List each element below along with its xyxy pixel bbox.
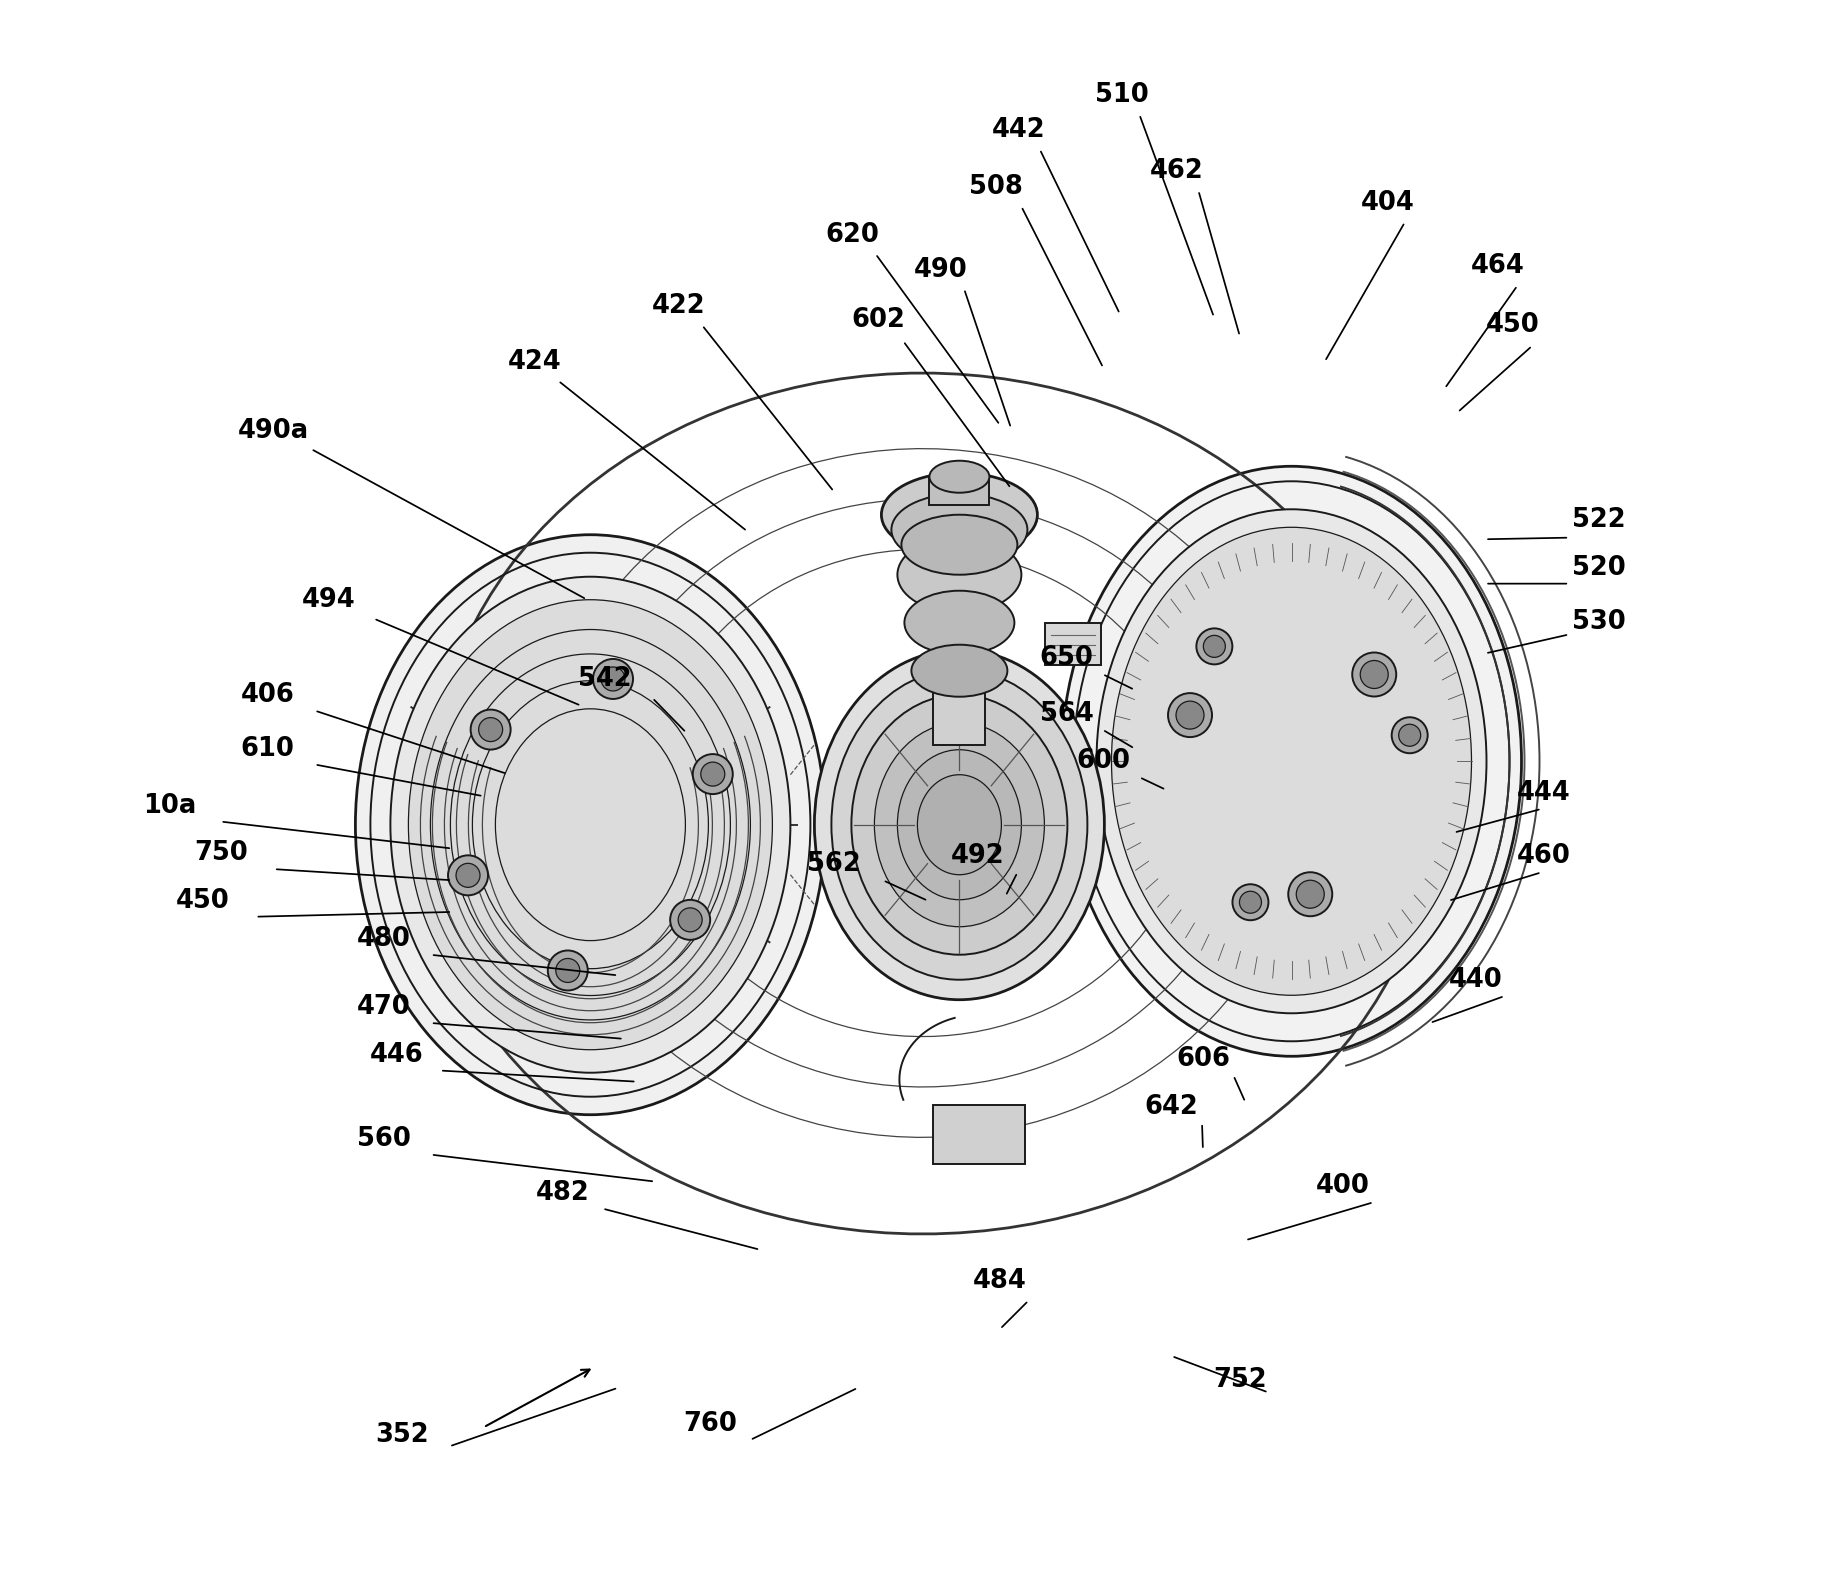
Text: 424: 424	[507, 349, 563, 374]
Ellipse shape	[897, 750, 1022, 899]
Ellipse shape	[851, 695, 1068, 955]
Text: 450: 450	[1485, 312, 1541, 338]
Text: 560: 560	[356, 1126, 411, 1151]
Ellipse shape	[548, 950, 589, 991]
Text: 530: 530	[1572, 609, 1625, 634]
Ellipse shape	[904, 590, 1015, 655]
Text: 752: 752	[1212, 1367, 1268, 1393]
Text: 442: 442	[991, 117, 1046, 143]
Ellipse shape	[882, 473, 1037, 557]
Text: 484: 484	[972, 1269, 1028, 1294]
Text: 508: 508	[969, 174, 1024, 200]
Text: 620: 620	[825, 222, 880, 247]
Text: 760: 760	[683, 1412, 738, 1437]
Text: 482: 482	[535, 1180, 590, 1205]
Ellipse shape	[832, 669, 1087, 980]
Text: 750: 750	[194, 841, 249, 866]
Text: 492: 492	[950, 844, 1006, 869]
Ellipse shape	[891, 493, 1028, 566]
Text: 520: 520	[1572, 555, 1625, 580]
Ellipse shape	[701, 763, 725, 787]
FancyBboxPatch shape	[930, 477, 989, 504]
Ellipse shape	[356, 534, 825, 1115]
Ellipse shape	[911, 646, 1007, 696]
Ellipse shape	[391, 577, 790, 1072]
Ellipse shape	[814, 650, 1105, 999]
Ellipse shape	[1203, 636, 1225, 657]
Text: 562: 562	[806, 852, 862, 877]
Text: 564: 564	[1039, 701, 1094, 726]
Text: 422: 422	[651, 293, 707, 319]
Ellipse shape	[897, 536, 1022, 612]
Text: 444: 444	[1517, 780, 1570, 806]
Ellipse shape	[1391, 717, 1428, 753]
Text: 480: 480	[356, 926, 411, 952]
Ellipse shape	[448, 855, 489, 896]
Text: 462: 462	[1149, 159, 1205, 184]
FancyBboxPatch shape	[934, 1105, 1026, 1164]
Ellipse shape	[592, 658, 633, 699]
Text: 352: 352	[375, 1423, 430, 1448]
Ellipse shape	[1399, 725, 1421, 747]
Ellipse shape	[1061, 466, 1522, 1056]
Ellipse shape	[1111, 527, 1472, 996]
Ellipse shape	[1240, 891, 1262, 914]
Ellipse shape	[670, 899, 710, 940]
Ellipse shape	[1168, 693, 1212, 737]
Text: 446: 446	[369, 1042, 424, 1067]
Ellipse shape	[1352, 652, 1397, 696]
Ellipse shape	[679, 907, 703, 933]
Text: 610: 610	[240, 736, 295, 761]
Ellipse shape	[1288, 872, 1332, 917]
Text: 406: 406	[240, 682, 295, 707]
Text: 10a: 10a	[144, 793, 196, 818]
Text: 464: 464	[1470, 254, 1526, 279]
Text: 460: 460	[1517, 844, 1570, 869]
Ellipse shape	[408, 600, 773, 1050]
FancyBboxPatch shape	[934, 515, 985, 745]
Text: 450: 450	[175, 888, 231, 914]
Text: 600: 600	[1076, 749, 1131, 774]
Text: 510: 510	[1094, 82, 1149, 108]
Text: 522: 522	[1572, 508, 1625, 533]
Ellipse shape	[1360, 660, 1387, 688]
Text: 542: 542	[577, 666, 633, 691]
Ellipse shape	[692, 753, 732, 795]
Text: 400: 400	[1315, 1174, 1371, 1199]
Text: 642: 642	[1144, 1094, 1199, 1120]
Text: 470: 470	[356, 994, 411, 1020]
Text: 494: 494	[301, 587, 356, 612]
FancyBboxPatch shape	[1046, 623, 1101, 665]
Ellipse shape	[555, 958, 579, 982]
Ellipse shape	[478, 717, 502, 742]
Text: 404: 404	[1360, 190, 1415, 216]
Ellipse shape	[875, 723, 1044, 926]
Ellipse shape	[470, 709, 511, 750]
Ellipse shape	[1175, 701, 1205, 730]
Ellipse shape	[601, 668, 625, 691]
Ellipse shape	[1297, 880, 1325, 909]
Ellipse shape	[930, 460, 989, 493]
Text: 650: 650	[1039, 646, 1094, 671]
Text: 602: 602	[851, 308, 906, 333]
Ellipse shape	[456, 863, 480, 887]
Text: 606: 606	[1175, 1047, 1231, 1072]
Ellipse shape	[902, 515, 1017, 574]
Text: 490: 490	[913, 257, 969, 282]
Ellipse shape	[1096, 509, 1487, 1013]
Ellipse shape	[917, 774, 1002, 875]
Text: 490a: 490a	[238, 419, 308, 444]
Text: 440: 440	[1448, 967, 1504, 993]
Ellipse shape	[1196, 628, 1232, 665]
Ellipse shape	[1232, 885, 1269, 920]
